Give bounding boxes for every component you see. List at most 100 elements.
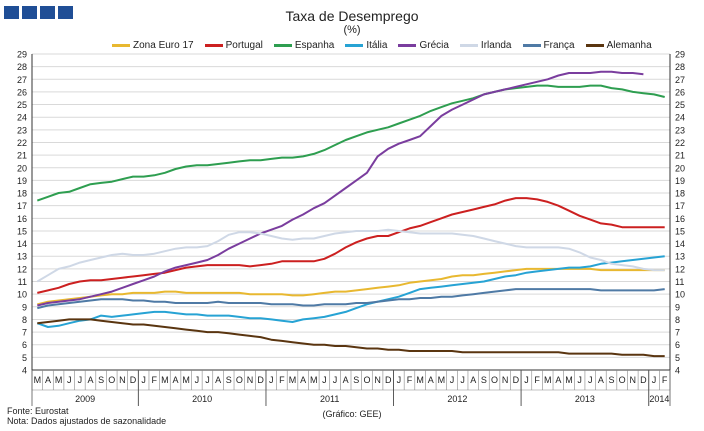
y-tick-label-right: 12 [675, 264, 685, 274]
legend-label: Itália [366, 40, 388, 51]
x-month-label: O [619, 375, 626, 385]
legend-item: Itália [345, 40, 387, 51]
x-month-label: F [534, 375, 540, 385]
x-month-label: M [565, 375, 573, 385]
y-tick-label-right: 22 [675, 138, 685, 148]
y-tick-label-right: 26 [675, 87, 685, 97]
series-line [36, 84, 665, 202]
legend-swatch [273, 44, 292, 47]
legend-swatch [345, 44, 364, 47]
x-month-label: O [363, 375, 370, 385]
legend-swatch [398, 44, 417, 47]
x-month-label: J [205, 375, 210, 385]
y-tick-label-left: 17 [17, 201, 27, 211]
x-month-label: N [630, 375, 637, 385]
x-month-label: A [555, 375, 561, 385]
x-month-label: J [652, 375, 657, 385]
legend-label: Irlanda [480, 40, 512, 51]
legend-label: Portugal [225, 40, 263, 51]
y-tick-label-left: 21 [17, 151, 27, 161]
y-tick-label-left: 9 [22, 302, 27, 312]
legend-item: Irlanda [459, 40, 512, 51]
series-line [36, 255, 665, 328]
x-month-label: O [491, 375, 498, 385]
x-month-label: O [236, 375, 243, 385]
x-month-label: J [67, 375, 72, 385]
chart-credit: (Gráfico: GEE) [322, 409, 382, 419]
x-month-label: D [513, 375, 520, 385]
x-month-label: M [310, 375, 318, 385]
y-tick-label-left: 26 [17, 87, 27, 97]
x-month-label: A [215, 375, 221, 385]
y-tick-label-left: 27 [17, 75, 27, 85]
x-month-label: D [385, 375, 392, 385]
legend-swatch [112, 44, 130, 47]
y-tick-label-right: 27 [675, 75, 685, 85]
y-tick-label-right: 9 [675, 302, 680, 312]
legend-item: Grécia [398, 40, 449, 51]
series-line [37, 288, 665, 310]
legend-label: Alemanha [606, 40, 652, 51]
y-tick-label-right: 24 [675, 113, 685, 123]
x-month-label: N [374, 375, 381, 385]
y-tick-label-right: 15 [675, 226, 685, 236]
y-tick-label-right: 6 [675, 340, 680, 350]
legend-swatch [459, 44, 478, 47]
x-year-label: 2009 [75, 394, 95, 404]
x-month-label: S [609, 375, 615, 385]
y-tick-label-right: 5 [675, 353, 680, 363]
legend-label: Grécia [419, 40, 449, 51]
x-month-label: M [416, 375, 424, 385]
x-month-label: F [407, 375, 413, 385]
source-note: Fonte: Eurostat [7, 406, 69, 416]
x-month-label: J [524, 375, 529, 385]
y-tick-label-left: 22 [17, 138, 27, 148]
y-tick-label-left: 14 [17, 239, 27, 249]
y-tick-label-left: 4 [22, 366, 27, 376]
x-year-label: 2014 [649, 394, 669, 404]
x-month-label: M [55, 375, 63, 385]
x-month-label: M [34, 375, 42, 385]
x-month-label: S [353, 375, 359, 385]
y-tick-label-right: 19 [675, 176, 685, 186]
adjustment-note: Nota: Dados ajustados de sazonalidade [7, 416, 167, 426]
series-line [37, 197, 665, 294]
y-tick-label-left: 25 [17, 100, 27, 110]
x-month-label: F [152, 375, 158, 385]
x-month-label: A [598, 375, 604, 385]
y-tick-label-left: 6 [22, 340, 27, 350]
x-month-label: A [173, 375, 179, 385]
x-month-label: J [588, 375, 593, 385]
series-line [36, 228, 665, 283]
x-year-label: 2012 [447, 394, 467, 404]
y-tick-label-right: 7 [675, 328, 680, 338]
x-month-label: F [279, 375, 285, 385]
x-month-label: J [577, 375, 582, 385]
x-month-label: N [119, 375, 126, 385]
y-tick-label-left: 16 [17, 214, 27, 224]
series-line [37, 318, 665, 358]
x-month-label: O [108, 375, 115, 385]
y-tick-label-right: 20 [675, 163, 685, 173]
y-tick-label-left: 12 [17, 264, 27, 274]
x-month-label: J [333, 375, 338, 385]
y-tick-label-right: 25 [675, 100, 685, 110]
x-month-label: J [141, 375, 146, 385]
chart-title: Taxa de Desemprego [285, 8, 419, 24]
x-month-label: S [226, 375, 232, 385]
logo-square [58, 6, 73, 19]
x-month-label: J [322, 375, 327, 385]
y-tick-label-left: 19 [17, 176, 27, 186]
legend-swatch [204, 44, 223, 47]
x-month-label: M [544, 375, 552, 385]
logo-square [22, 6, 37, 19]
x-month-label: J [460, 375, 465, 385]
chart-subtitle: (%) [343, 24, 361, 36]
y-tick-label-left: 20 [17, 163, 27, 173]
y-tick-label-right: 14 [675, 239, 685, 249]
y-tick-label-left: 8 [22, 315, 27, 325]
x-month-label: N [502, 375, 509, 385]
x-month-label: S [481, 375, 487, 385]
y-tick-label-left: 28 [17, 62, 27, 72]
